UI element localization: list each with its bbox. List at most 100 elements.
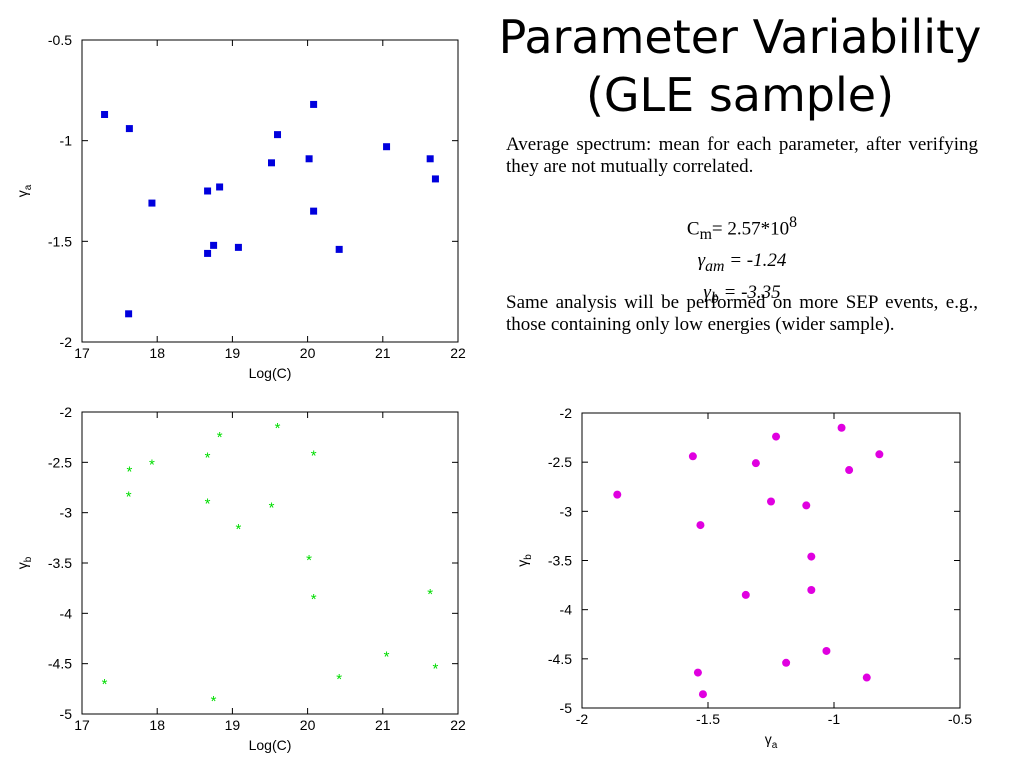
x-axis-label: γa: [765, 731, 778, 751]
y-tick-label: -4.5: [48, 656, 72, 672]
data-point: [767, 497, 775, 506]
data-point: [101, 110, 109, 118]
x-axis-label: Log(C): [249, 737, 292, 753]
x-tick-label: 17: [74, 345, 90, 361]
data-point: *: [269, 500, 275, 517]
x-tick-label: 22: [450, 345, 466, 361]
data-point: [772, 432, 781, 441]
x-tick-label: -1: [828, 711, 841, 727]
data-point: *: [126, 463, 132, 480]
y-tick-label: -2.5: [48, 454, 72, 470]
data-point: [274, 131, 282, 139]
data-point: *: [217, 429, 223, 446]
data-point: [837, 423, 846, 432]
equation-block: Cm= 2.57*108 γam = -1.24 γb = -3.35: [506, 210, 978, 312]
y-tick-label: -4: [60, 605, 73, 621]
data-point: [431, 175, 439, 183]
data-point: *: [149, 456, 155, 473]
y-tick-label: -2.5: [548, 454, 572, 470]
x-tick-label: 21: [375, 717, 391, 733]
data-point: *: [433, 661, 439, 678]
data-point: [613, 490, 622, 499]
scatter-plot-gamma-b-vs-logc: 17 18 19 20 21 22 -5 -4.5 -4 -3.5 -3 -2.5 -2 Log(C) γb…: [14, 404, 466, 753]
x-tick-label: 19: [225, 345, 241, 361]
data-point: [234, 243, 242, 251]
x-tick-label: -2: [576, 711, 589, 727]
data-point: [741, 590, 750, 599]
data-point: *: [126, 489, 132, 506]
data-point: [862, 673, 871, 682]
y-tick-label: -3.5: [48, 555, 72, 571]
x-tick-label: 18: [149, 717, 165, 733]
data-point: *: [235, 521, 241, 538]
data-point: *: [102, 676, 108, 693]
y-axis-label: γb: [14, 556, 34, 569]
scatter-plot-gamma-b-vs-gamma-a: -2 -1.5 -1 -0.5 -5 -4.5 -4 -3.5 -3 -2.5 -2 γa γb: [514, 405, 972, 751]
slide-title: Parameter Variability (GLE sample): [480, 8, 1000, 124]
plot-frame: [81, 411, 459, 715]
data-point: [310, 207, 318, 215]
data-point: [216, 183, 224, 191]
y-tick-label: -4.5: [548, 651, 572, 667]
data-point: [148, 199, 156, 207]
x-tick-label: 19: [225, 717, 241, 733]
data-point: [696, 521, 705, 530]
y-tick-label: -4: [560, 602, 573, 618]
data-point: [125, 125, 133, 133]
y-axis-label: γa: [14, 184, 34, 197]
data-point: *: [275, 420, 281, 437]
data-point: *: [384, 649, 390, 666]
data-point: [751, 459, 760, 468]
plot-frame: [81, 39, 459, 343]
data-point: [782, 658, 791, 667]
data-point: [305, 155, 313, 163]
data-point: *: [205, 449, 211, 466]
data-point: *: [336, 671, 342, 688]
data-point: [807, 552, 816, 561]
data-point: *: [205, 496, 211, 513]
y-tick-label: -5: [60, 706, 73, 722]
slide-title-line1: Parameter Variability: [498, 10, 982, 64]
x-tick-label: 22: [450, 717, 466, 733]
equation-gamma-am: γam = -1.24: [697, 250, 787, 275]
data-point: [426, 155, 434, 163]
data-point: [210, 241, 218, 249]
y-tick-label: -0.5: [48, 32, 72, 48]
data-point: [802, 501, 811, 510]
data-point: *: [427, 586, 433, 603]
data-point: [845, 466, 854, 475]
x-tick-label: -0.5: [948, 711, 972, 727]
data-point: *: [211, 693, 217, 710]
data-point: *: [311, 591, 317, 608]
data-point: [698, 690, 707, 699]
x-tick-label: 20: [300, 717, 316, 733]
data-point: [693, 668, 702, 677]
equation-cm: Cm= 2.57*108: [686, 214, 798, 244]
data-point: [688, 452, 697, 461]
x-tick-label: 17: [74, 717, 90, 733]
scatter-plot-gamma-a-vs-logc: 17 18 19 20 21 22 -2 -1.5 -1 -0.5 Log(C) γa: [14, 32, 466, 381]
x-tick-label: 18: [149, 345, 165, 361]
y-tick-label: -1: [60, 133, 73, 149]
data-point: [335, 245, 343, 253]
x-tick-label: 20: [300, 345, 316, 361]
data-point: [204, 187, 212, 195]
equation-gamma-b: γb = -3.35: [703, 281, 781, 307]
y-tick-label: -3: [560, 503, 573, 519]
y-tick-label: -5: [560, 700, 573, 716]
description-text: Average spectrum: mean for each paramete…: [506, 134, 978, 177]
data-point: [875, 450, 884, 459]
data-point: *: [311, 447, 317, 464]
y-tick-label: -3: [60, 505, 73, 521]
y-tick-label: -2: [560, 405, 573, 421]
data-point: *: [306, 552, 312, 569]
y-tick-label: -2: [60, 334, 73, 350]
x-axis-label: Log(C): [249, 365, 292, 381]
x-tick-label: 21: [375, 345, 391, 361]
y-axis-label: γb: [514, 554, 534, 567]
followup-text: Same analysis will be performed on more …: [506, 292, 978, 335]
data-point: [125, 310, 133, 318]
x-tick-label: -1.5: [696, 711, 720, 727]
data-point: [807, 586, 816, 594]
data-point: [383, 143, 391, 151]
